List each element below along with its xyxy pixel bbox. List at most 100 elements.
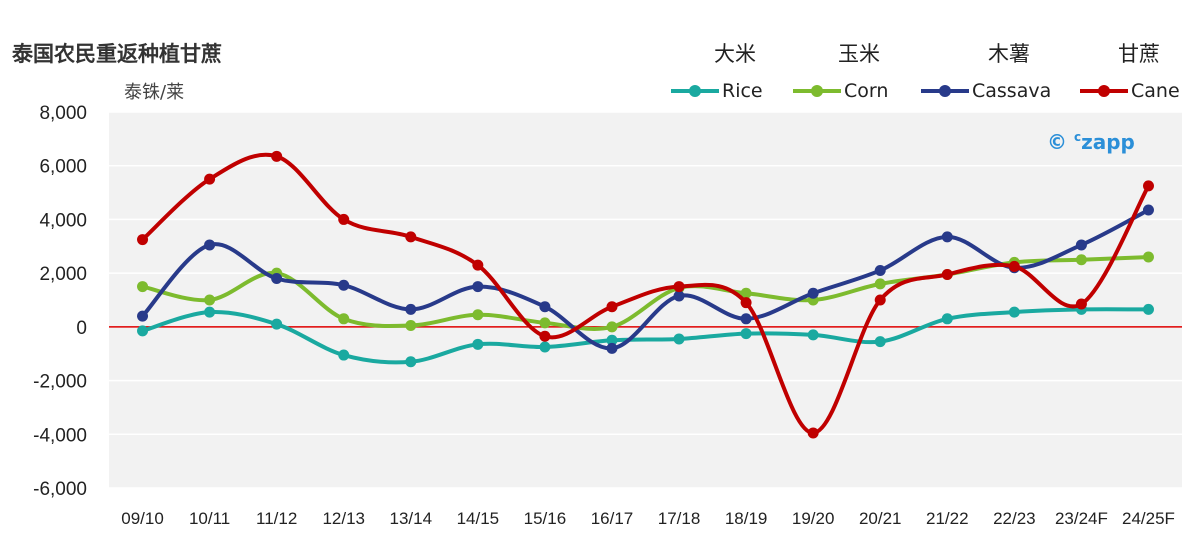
legend-item-rice: Rice bbox=[671, 78, 763, 104]
data-point-rice bbox=[472, 338, 484, 350]
data-point-rice bbox=[1008, 306, 1020, 318]
data-point-rice bbox=[204, 306, 216, 318]
data-point-rice bbox=[271, 318, 283, 330]
data-point-cane bbox=[740, 297, 752, 309]
data-point-corn bbox=[1142, 251, 1154, 263]
data-point-rice bbox=[137, 325, 149, 337]
data-point-cassava bbox=[1075, 239, 1087, 251]
data-point-cane bbox=[941, 268, 953, 280]
data-point-rice bbox=[874, 336, 886, 348]
data-point-cane bbox=[606, 301, 618, 313]
data-point-rice bbox=[606, 334, 618, 346]
data-point-rice bbox=[1142, 303, 1154, 315]
x-tick-label: 16/17 bbox=[591, 509, 634, 528]
x-tick-label: 13/14 bbox=[390, 509, 433, 528]
x-tick-label: 17/18 bbox=[658, 509, 701, 528]
legend-marker-cane bbox=[1080, 85, 1128, 97]
y-tick-label: -2,000 bbox=[33, 372, 87, 393]
data-point-cane bbox=[1142, 180, 1154, 192]
legend-label-cassava: Cassava bbox=[972, 80, 1052, 102]
legend-item-corn: Corn bbox=[793, 78, 888, 104]
data-point-cane bbox=[405, 231, 417, 243]
data-point-cassava bbox=[740, 313, 752, 325]
data-point-cassava bbox=[874, 264, 886, 276]
data-point-rice bbox=[338, 349, 350, 361]
x-tick-label: 23/24F bbox=[1055, 509, 1108, 528]
data-point-corn bbox=[1075, 254, 1087, 266]
data-point-cassava bbox=[807, 287, 819, 299]
data-point-cassava bbox=[204, 239, 216, 251]
data-point-corn bbox=[137, 281, 149, 293]
data-point-cassava bbox=[606, 342, 618, 354]
y-tick-label: -4,000 bbox=[33, 425, 87, 446]
y-tick-label: 6,000 bbox=[39, 157, 87, 178]
legend-label-corn: Corn bbox=[844, 80, 889, 102]
data-point-cane bbox=[1075, 298, 1087, 310]
data-point-cassava bbox=[338, 279, 350, 291]
y-tick-label: 0 bbox=[76, 318, 87, 339]
legend-label-cane: Cane bbox=[1131, 80, 1180, 102]
x-tick-label: 21/22 bbox=[926, 509, 969, 528]
data-point-corn bbox=[606, 321, 618, 333]
plot-area bbox=[109, 112, 1182, 488]
data-point-cane bbox=[271, 150, 283, 162]
y-tick-label: 8,000 bbox=[39, 103, 87, 124]
y-tick-label: -6,000 bbox=[33, 479, 87, 500]
data-point-cassava bbox=[1142, 204, 1154, 216]
data-point-cassava bbox=[137, 310, 149, 322]
data-point-cassava bbox=[941, 231, 953, 243]
data-point-cane bbox=[673, 281, 685, 293]
data-point-corn bbox=[338, 313, 350, 325]
brand-name: zapp bbox=[1081, 130, 1135, 154]
data-point-cane bbox=[472, 259, 484, 271]
x-tick-label: 20/21 bbox=[859, 509, 902, 528]
legend-item-cane: Cane bbox=[1080, 78, 1180, 104]
x-tick-label: 09/10 bbox=[121, 509, 164, 528]
data-point-corn bbox=[740, 287, 752, 299]
series-line-cassava bbox=[141, 208, 1150, 351]
x-tick-label: 14/15 bbox=[457, 509, 500, 528]
data-point-cane bbox=[137, 234, 149, 246]
legend-cn-cassava: 木薯 bbox=[988, 42, 1030, 66]
data-point-rice bbox=[539, 341, 551, 353]
legend-label-rice: Rice bbox=[722, 80, 763, 102]
brand-superscript: c bbox=[1073, 130, 1082, 144]
legend-marker-cassava bbox=[921, 85, 969, 97]
data-point-cane bbox=[1008, 260, 1020, 272]
data-point-corn bbox=[204, 294, 216, 306]
x-tick-label: 15/16 bbox=[524, 509, 567, 528]
legend-cn-rice: 大米 bbox=[714, 42, 756, 66]
legend-marker-rice bbox=[671, 85, 719, 97]
copyright-symbol: © bbox=[1047, 130, 1067, 154]
legend-cn-cane: 甘蔗 bbox=[1118, 42, 1160, 66]
x-tick-label: 24/25F bbox=[1122, 509, 1175, 528]
data-point-cane bbox=[204, 173, 216, 185]
data-point-cassava bbox=[673, 290, 685, 302]
legend-marker-corn bbox=[793, 85, 841, 97]
x-tick-label: 12/13 bbox=[322, 509, 365, 528]
data-point-cane bbox=[539, 330, 551, 342]
data-point-rice bbox=[941, 313, 953, 325]
x-tick-label: 22/23 bbox=[993, 509, 1036, 528]
y-axis-unit: 泰铢/莱 bbox=[124, 82, 185, 103]
x-tick-label: 18/19 bbox=[725, 509, 768, 528]
data-point-cassava bbox=[472, 281, 484, 293]
data-point-corn bbox=[539, 317, 551, 329]
y-tick-label: 4,000 bbox=[39, 210, 87, 231]
data-point-corn bbox=[405, 320, 417, 332]
y-tick-label: 2,000 bbox=[39, 264, 87, 285]
x-tick-label: 19/20 bbox=[792, 509, 835, 528]
data-point-cassava bbox=[405, 303, 417, 315]
data-point-rice bbox=[673, 333, 685, 345]
data-point-cassava bbox=[271, 273, 283, 285]
x-tick-label: 11/12 bbox=[256, 509, 297, 528]
legend-item-cassava: Cassava bbox=[921, 78, 1051, 104]
data-point-rice bbox=[807, 329, 819, 341]
legend-cn-corn: 玉米 bbox=[838, 42, 880, 66]
data-point-corn bbox=[874, 278, 886, 290]
czapp-logo: © czapp bbox=[1047, 130, 1135, 154]
chart-title: 泰国农民重返种植甘蔗 bbox=[12, 42, 222, 66]
series-line-rice bbox=[141, 307, 1149, 365]
data-point-rice bbox=[740, 328, 752, 340]
